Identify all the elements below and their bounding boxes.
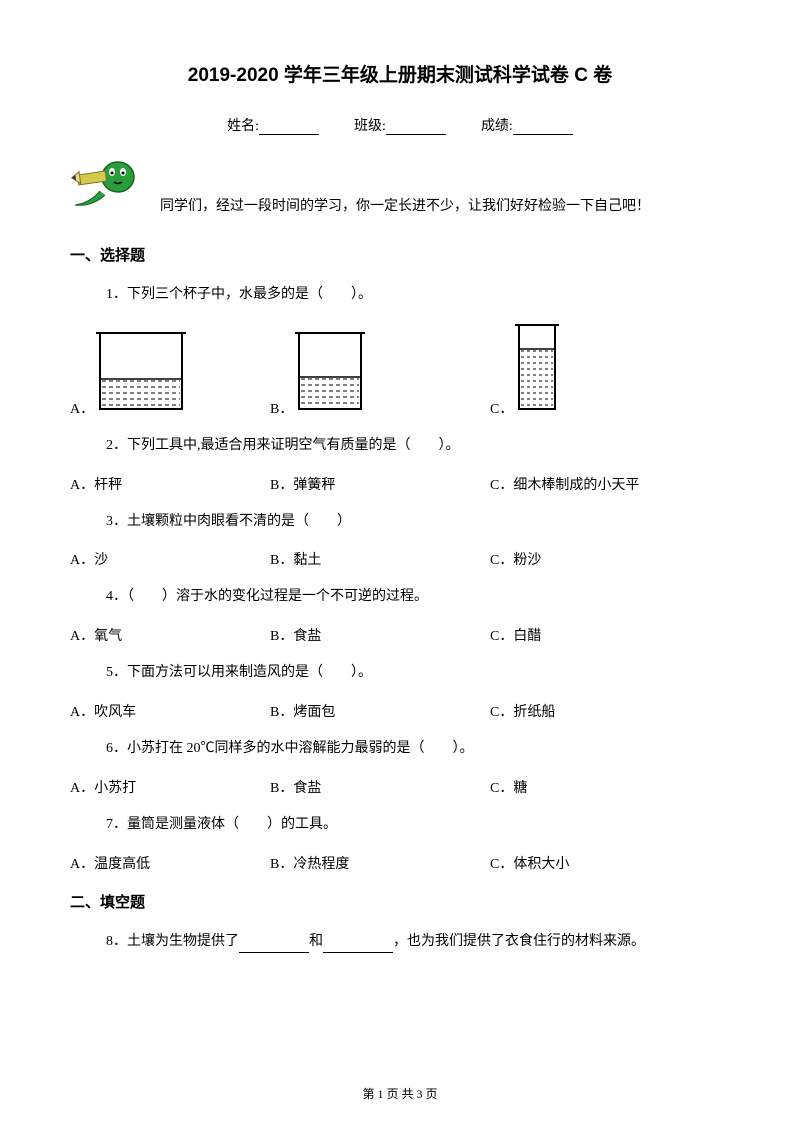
- q8-mid: 和: [309, 934, 323, 949]
- encourage-row: 同学们，经过一段时间的学习，你一定长进不少，让我们好好检验一下自己吧！: [70, 155, 730, 220]
- q4-opt-b: B．食盐: [270, 625, 490, 645]
- name-label: 姓名:: [227, 119, 259, 134]
- class-label: 班级:: [354, 119, 386, 134]
- score-blank[interactable]: [513, 121, 573, 135]
- q4-text: 4．（ ）溶于水的变化过程是一个不可逆的过程。: [106, 585, 730, 609]
- section-1-heading: 一、选择题: [70, 244, 730, 265]
- footer-pre: 第: [362, 1087, 377, 1101]
- student-info-line: 姓名: 班级: 成绩:: [70, 115, 730, 135]
- q8-blank-2[interactable]: [323, 939, 393, 953]
- q6-opt-c: C．糖: [490, 777, 730, 797]
- q2-opt-a: A．杆秤: [70, 474, 270, 494]
- q4-opt-c: C．白醋: [490, 625, 730, 645]
- section-2-heading: 二、填空题: [70, 891, 730, 912]
- q5-text: 5．下面方法可以用来制造风的是（ ）。: [106, 661, 730, 685]
- q2-text: 2．下列工具中,最适合用来证明空气有质量的是（ ）。: [106, 434, 730, 458]
- q2-opt-c: C．细木棒制成的小天平: [490, 474, 730, 494]
- pencil-icon: [70, 155, 140, 220]
- q6-opt-a: A．小苏打: [70, 777, 270, 797]
- class-blank[interactable]: [386, 121, 446, 135]
- q2-options: A．杆秤 B．弹簧秤 C．细木棒制成的小天平: [70, 474, 730, 494]
- name-blank[interactable]: [259, 121, 319, 135]
- q5-opt-c: C．折纸船: [490, 701, 730, 721]
- q5-opt-b: B．烤面包: [270, 701, 490, 721]
- q4-opt-a: A．氧气: [70, 625, 270, 645]
- q1-opt-b-label: B．: [270, 398, 293, 418]
- q5-options: A．吹风车 B．烤面包 C．折纸船: [70, 701, 730, 721]
- q3-options: A．沙 B．黏土 C．粉沙: [70, 549, 730, 569]
- q8-blank-1[interactable]: [239, 939, 309, 953]
- q6-text: 6．小苏打在 20℃同样多的水中溶解能力最弱的是（ ）。: [106, 737, 730, 761]
- q1-text: 1．下列三个杯子中，水最多的是（ ）。: [106, 283, 730, 307]
- q3-opt-c: C．粉沙: [490, 549, 730, 569]
- page-title: 2019-2020 学年三年级上册期末测试科学试卷 C 卷: [70, 60, 730, 87]
- q8-pre: 8．土壤为生物提供了: [106, 934, 239, 949]
- q7-text: 7．量筒是测量液体（ ）的工具。: [106, 813, 730, 837]
- q4-options: A．氧气 B．食盐 C．白醋: [70, 625, 730, 645]
- page-footer: 第 1 页 共 3 页: [0, 1085, 800, 1102]
- q3-opt-b: B．黏土: [270, 549, 490, 569]
- q7-options: A．温度高低 B．冷热程度 C．体积大小: [70, 853, 730, 873]
- q1-opt-c-label: C．: [490, 398, 513, 418]
- beaker-a-icon: [94, 331, 188, 418]
- footer-post: 页: [423, 1087, 438, 1101]
- encourage-text: 同学们，经过一段时间的学习，你一定长进不少，让我们好好检验一下自己吧！: [160, 195, 650, 215]
- q6-options: A．小苏打 B．食盐 C．糖: [70, 777, 730, 797]
- q7-opt-c: C．体积大小: [490, 853, 730, 873]
- q1-options: A． B．: [70, 323, 730, 418]
- q8-text: 8．土壤为生物提供了 和 ，也为我们提供了衣食住行的材料来源。: [106, 930, 730, 954]
- score-label: 成绩:: [481, 119, 513, 134]
- footer-mid: 页 共: [383, 1087, 416, 1101]
- q5-opt-a: A．吹风车: [70, 701, 270, 721]
- q2-opt-b: B．弹簧秤: [270, 474, 490, 494]
- beaker-b-icon: [293, 331, 367, 418]
- q7-opt-b: B．冷热程度: [270, 853, 490, 873]
- q1-opt-a-label: A．: [70, 398, 94, 418]
- q3-text: 3．土壤颗粒中肉眼看不清的是（ ）: [106, 510, 730, 534]
- q3-opt-a: A．沙: [70, 549, 270, 569]
- q7-opt-a: A．温度高低: [70, 853, 270, 873]
- beaker-c-icon: [513, 323, 561, 418]
- q8-post: ，也为我们提供了衣食住行的材料来源。: [393, 934, 645, 949]
- q6-opt-b: B．食盐: [270, 777, 490, 797]
